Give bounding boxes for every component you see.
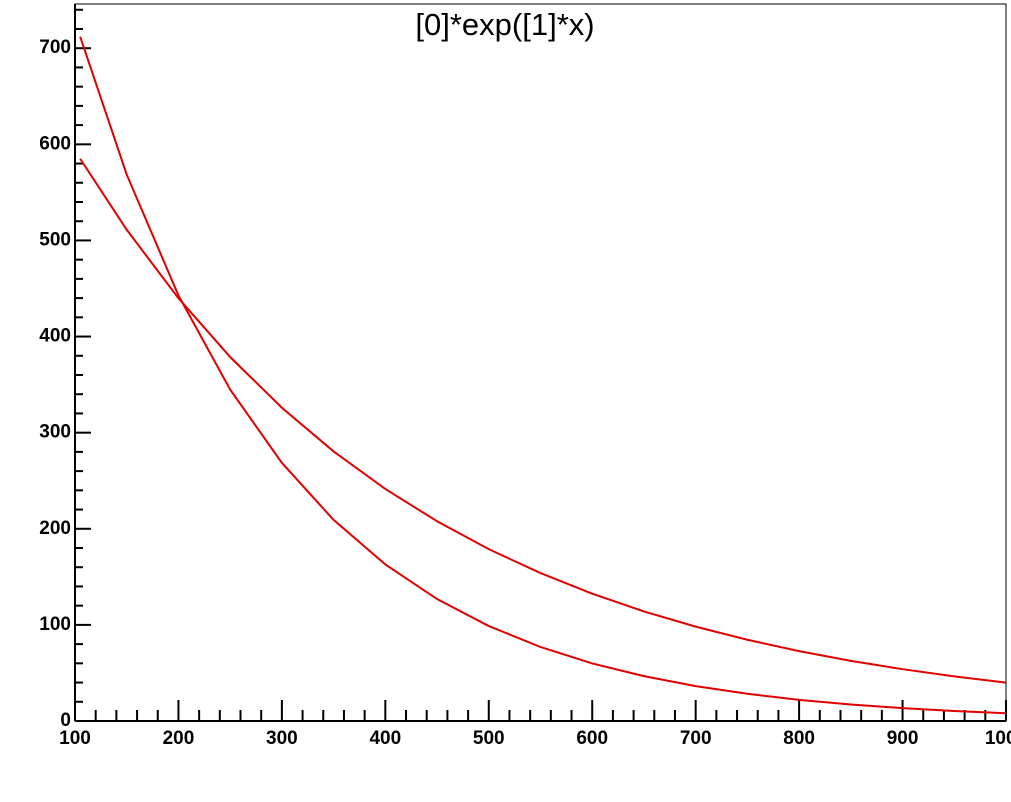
line-series	[79, 36, 1007, 715]
x-tick-label: 600	[576, 728, 608, 749]
y-tick-label: 100	[39, 614, 71, 635]
y-tick-label: 300	[39, 422, 71, 443]
y-tick-label: 700	[39, 37, 71, 58]
y-tick-label: 0	[60, 710, 71, 731]
x-tick-label: 700	[680, 728, 712, 749]
y-tick-label: 400	[39, 326, 71, 347]
x-tick-label: 400	[369, 728, 401, 749]
y-tick-label: 600	[39, 133, 71, 154]
x-tick-label: 1000	[985, 728, 1011, 749]
chart-title: [0]*exp([1]*x)	[415, 7, 594, 42]
x-tick-label: 800	[783, 728, 815, 749]
y-tick-label: 200	[39, 518, 71, 539]
x-tick-label: 500	[473, 728, 505, 749]
x-tick-label: 200	[163, 728, 195, 749]
y-tick-label: 500	[39, 229, 71, 250]
x-tick-label: 900	[887, 728, 919, 749]
x-tick-label: 100	[59, 728, 91, 749]
line-series	[79, 158, 1007, 684]
x-tick-label: 300	[266, 728, 298, 749]
